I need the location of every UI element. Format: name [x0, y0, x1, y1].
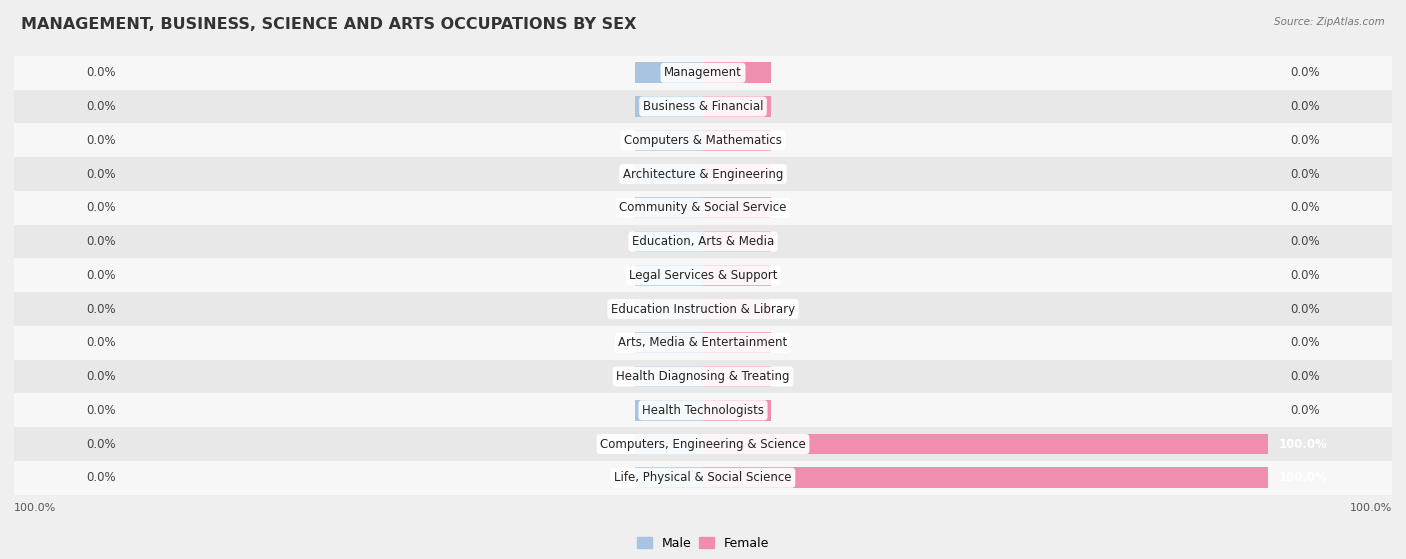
Bar [703, 366, 770, 387]
Bar [703, 231, 770, 252]
Bar [703, 434, 1268, 454]
Text: Community & Social Service: Community & Social Service [619, 201, 787, 214]
Text: Management: Management [664, 67, 742, 79]
Bar [703, 96, 770, 117]
Bar [703, 299, 770, 320]
Text: 0.0%: 0.0% [86, 235, 115, 248]
Bar [636, 434, 703, 454]
Text: 0.0%: 0.0% [86, 100, 115, 113]
Text: Arts, Media & Entertainment: Arts, Media & Entertainment [619, 337, 787, 349]
Bar [636, 265, 703, 286]
Text: MANAGEMENT, BUSINESS, SCIENCE AND ARTS OCCUPATIONS BY SEX: MANAGEMENT, BUSINESS, SCIENCE AND ARTS O… [21, 17, 637, 32]
Bar [636, 400, 703, 421]
Text: 0.0%: 0.0% [86, 269, 115, 282]
Text: 0.0%: 0.0% [86, 404, 115, 417]
Text: Business & Financial: Business & Financial [643, 100, 763, 113]
Bar [14, 427, 1392, 461]
Bar [703, 400, 770, 421]
Bar [636, 164, 703, 184]
Bar [703, 332, 770, 353]
Bar [14, 292, 1392, 326]
Bar [14, 56, 1392, 89]
Bar [14, 394, 1392, 427]
Text: 100.0%: 100.0% [1279, 438, 1327, 451]
Text: 0.0%: 0.0% [1291, 337, 1320, 349]
Bar [14, 359, 1392, 394]
Text: 100.0%: 100.0% [14, 503, 56, 513]
Text: Architecture & Engineering: Architecture & Engineering [623, 168, 783, 181]
Bar [703, 164, 770, 184]
Text: 0.0%: 0.0% [1291, 168, 1320, 181]
Text: 0.0%: 0.0% [1291, 67, 1320, 79]
Bar [14, 157, 1392, 191]
Bar [636, 197, 703, 218]
Bar [636, 231, 703, 252]
Bar [14, 89, 1392, 124]
Text: 0.0%: 0.0% [86, 438, 115, 451]
Text: 0.0%: 0.0% [86, 201, 115, 214]
Bar [703, 265, 770, 286]
Text: 0.0%: 0.0% [1291, 404, 1320, 417]
Bar [14, 461, 1392, 495]
Text: 0.0%: 0.0% [1291, 201, 1320, 214]
Text: Health Diagnosing & Treating: Health Diagnosing & Treating [616, 370, 790, 383]
Bar [14, 225, 1392, 258]
Text: 0.0%: 0.0% [1291, 100, 1320, 113]
Bar [636, 96, 703, 117]
Bar [14, 326, 1392, 359]
Text: 100.0%: 100.0% [1279, 471, 1327, 484]
Text: 0.0%: 0.0% [86, 168, 115, 181]
Text: 0.0%: 0.0% [1291, 302, 1320, 315]
Legend: Male, Female: Male, Female [631, 532, 775, 555]
Text: Source: ZipAtlas.com: Source: ZipAtlas.com [1274, 17, 1385, 27]
Bar [14, 191, 1392, 225]
Bar [636, 467, 703, 488]
Text: 0.0%: 0.0% [1291, 235, 1320, 248]
Bar [636, 366, 703, 387]
Bar [703, 197, 770, 218]
Bar [636, 130, 703, 151]
Text: Computers, Engineering & Science: Computers, Engineering & Science [600, 438, 806, 451]
Text: Education, Arts & Media: Education, Arts & Media [631, 235, 775, 248]
Bar [636, 332, 703, 353]
Bar [14, 258, 1392, 292]
Text: Legal Services & Support: Legal Services & Support [628, 269, 778, 282]
Bar [636, 62, 703, 83]
Bar [703, 130, 770, 151]
Text: 0.0%: 0.0% [86, 134, 115, 147]
Text: 0.0%: 0.0% [86, 67, 115, 79]
Text: Health Technologists: Health Technologists [643, 404, 763, 417]
Bar [14, 124, 1392, 157]
Bar [703, 467, 1268, 488]
Text: 0.0%: 0.0% [1291, 370, 1320, 383]
Text: 100.0%: 100.0% [1350, 503, 1392, 513]
Text: Life, Physical & Social Science: Life, Physical & Social Science [614, 471, 792, 484]
Text: 0.0%: 0.0% [86, 302, 115, 315]
Text: 0.0%: 0.0% [1291, 134, 1320, 147]
Text: Education Instruction & Library: Education Instruction & Library [612, 302, 794, 315]
Text: 0.0%: 0.0% [86, 337, 115, 349]
Bar [703, 62, 770, 83]
Bar [636, 299, 703, 320]
Text: Computers & Mathematics: Computers & Mathematics [624, 134, 782, 147]
Text: 0.0%: 0.0% [86, 370, 115, 383]
Text: 0.0%: 0.0% [86, 471, 115, 484]
Text: 0.0%: 0.0% [1291, 269, 1320, 282]
